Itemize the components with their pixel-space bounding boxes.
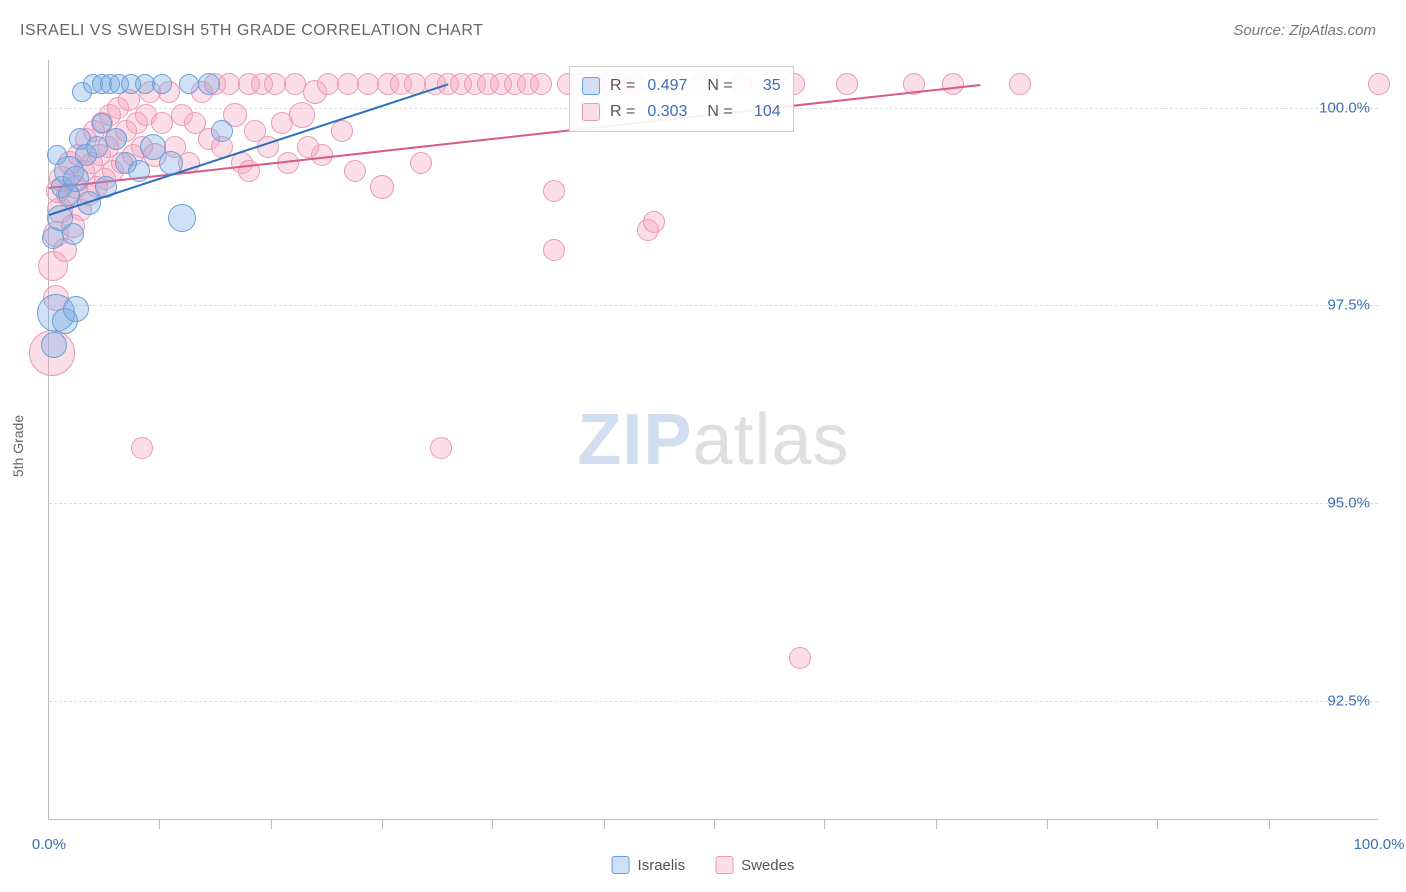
bubble-swedes <box>643 211 665 233</box>
bubble-swedes <box>337 73 359 95</box>
x-tick <box>604 819 605 829</box>
trendline-swedes <box>49 84 980 189</box>
bubble-israelis <box>62 223 84 245</box>
y-tick-label: 100.0% <box>1319 99 1370 116</box>
bubble-swedes <box>430 437 452 459</box>
bubble-swedes <box>370 175 394 199</box>
y-tick-label: 97.5% <box>1327 297 1370 314</box>
bubble-swedes <box>789 647 811 669</box>
bubble-swedes <box>297 136 319 158</box>
bubble-swedes <box>1009 73 1031 95</box>
bubble-israelis <box>168 204 196 232</box>
legend-label-israelis: Israelis <box>638 857 686 874</box>
bubble-israelis <box>128 160 150 182</box>
r-value-israelis: 0.497 <box>647 77 697 95</box>
x-tick-label: 100.0% <box>1354 836 1405 853</box>
x-tick-label: 0.0% <box>32 836 66 853</box>
source-name: ZipAtlas.com <box>1289 22 1376 39</box>
bubble-swedes <box>289 102 315 128</box>
legend-item-israelis: Israelis <box>612 856 686 874</box>
bubble-swedes <box>331 120 353 142</box>
bubble-swedes <box>264 73 286 95</box>
bubble-israelis <box>211 120 233 142</box>
bubble-israelis <box>92 113 112 133</box>
bubble-swedes <box>151 112 173 134</box>
gridline <box>49 701 1378 702</box>
y-tick-label: 92.5% <box>1327 693 1370 710</box>
watermark-zip: ZIP <box>577 400 692 480</box>
n-label: N = <box>707 77 732 95</box>
x-tick <box>824 819 825 829</box>
x-tick <box>936 819 937 829</box>
n-label: N = <box>707 103 732 121</box>
bubble-israelis <box>179 74 199 94</box>
r-label: R = <box>610 103 635 121</box>
swatch-israelis <box>582 77 600 95</box>
swatch-israelis-icon <box>612 856 630 874</box>
bubble-swedes <box>543 180 565 202</box>
swatch-swedes-icon <box>715 856 733 874</box>
bubble-israelis <box>63 296 89 322</box>
watermark-atlas: atlas <box>692 400 849 480</box>
source-credit: Source: ZipAtlas.com <box>1233 22 1376 39</box>
n-value-swedes: 104 <box>745 103 781 121</box>
r-value-swedes: 0.303 <box>647 103 697 121</box>
gridline <box>49 503 1378 504</box>
r-label: R = <box>610 77 635 95</box>
bubble-israelis <box>198 73 220 95</box>
x-tick <box>1157 819 1158 829</box>
n-value-israelis: 35 <box>745 77 781 95</box>
legend-item-swedes: Swedes <box>715 856 794 874</box>
source-prefix: Source: <box>1233 22 1289 39</box>
x-tick <box>382 819 383 829</box>
y-axis-label: 5th Grade <box>10 415 26 477</box>
x-tick <box>492 819 493 829</box>
bubble-israelis <box>152 74 172 94</box>
bubble-swedes <box>344 160 366 182</box>
series-legend: Israelis Swedes <box>612 856 795 874</box>
bubble-swedes <box>357 73 379 95</box>
swatch-swedes <box>582 103 600 121</box>
bubble-swedes <box>1368 73 1390 95</box>
watermark: ZIPatlas <box>577 399 849 481</box>
bubble-israelis <box>58 184 80 206</box>
bubble-swedes <box>836 73 858 95</box>
bubble-swedes <box>218 73 240 95</box>
bubble-swedes <box>131 437 153 459</box>
x-tick <box>159 819 160 829</box>
stats-row-swedes: R = 0.303 N = 104 <box>582 99 781 125</box>
bubble-swedes <box>942 73 964 95</box>
bubble-israelis <box>41 332 67 358</box>
gridline <box>49 305 1378 306</box>
bubble-swedes <box>317 73 339 95</box>
chart-title: ISRAELI VS SWEDISH 5TH GRADE CORRELATION… <box>20 22 483 40</box>
legend-label-swedes: Swedes <box>741 857 794 874</box>
x-tick <box>1269 819 1270 829</box>
bubble-swedes <box>410 152 432 174</box>
bubble-israelis <box>47 145 67 165</box>
x-tick <box>714 819 715 829</box>
stats-row-israelis: R = 0.497 N = 35 <box>582 73 781 99</box>
bubble-swedes <box>543 239 565 261</box>
bubble-swedes <box>530 73 552 95</box>
y-tick-label: 95.0% <box>1327 495 1370 512</box>
x-tick <box>271 819 272 829</box>
x-tick <box>1047 819 1048 829</box>
stats-legend: R = 0.497 N = 35 R = 0.303 N = 104 <box>569 66 794 132</box>
scatter-plot: ZIPatlas R = 0.497 N = 35 R = 0.303 N = … <box>48 60 1378 820</box>
